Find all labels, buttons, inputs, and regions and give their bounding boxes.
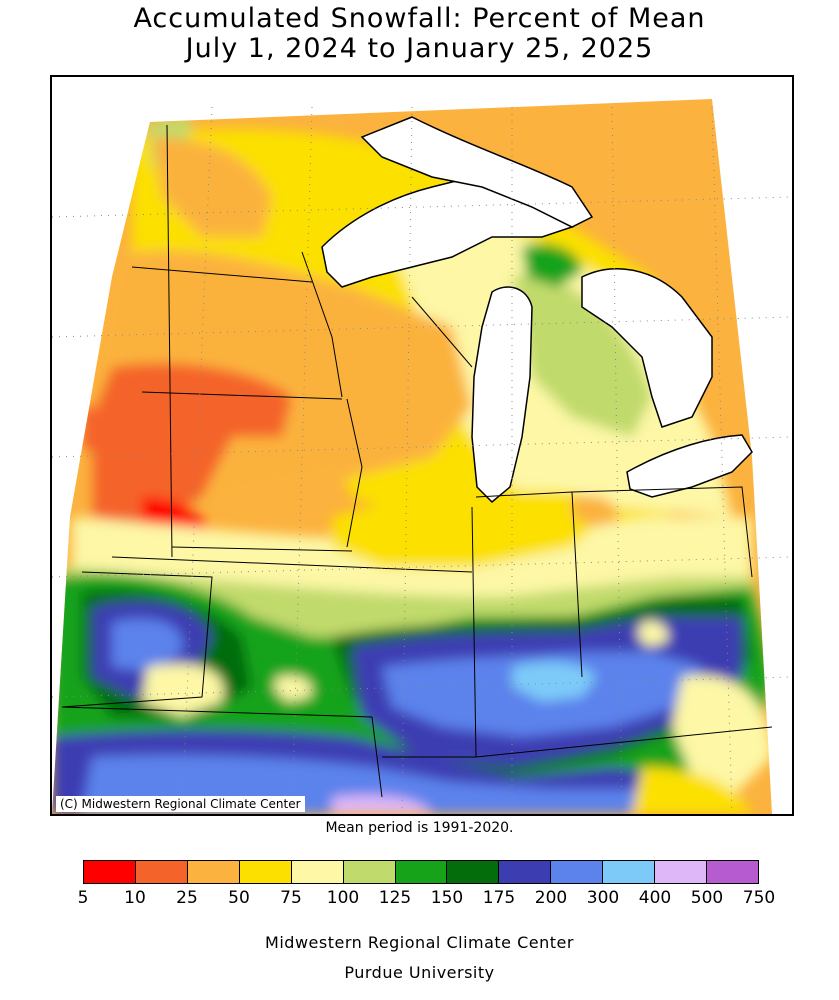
legend-break-label: 100 [326,888,360,908]
legend-break-label: 5 [77,888,89,908]
legend-break-label: 400 [638,888,672,908]
legend-swatch [655,861,708,883]
legend-swatch [551,861,604,883]
footer-university: Purdue University [344,963,495,982]
legend-swatch [499,861,552,883]
snowfall-map-graphic [52,99,792,814]
legend-break-label: 150 [430,888,464,908]
lake-superior [321,176,574,288]
legend-break-label: 750 [742,888,776,908]
footer-organization: Midwestern Regional Climate Center [265,933,574,952]
lake-erie [626,434,753,498]
legend-break-label: 300 [586,888,620,908]
graticule [52,106,792,814]
legend-swatch [135,861,188,883]
legend-break-label: 500 [690,888,724,908]
legend-break-label: 75 [280,888,302,908]
state-borders [61,124,773,798]
precip-shading [52,99,772,814]
map-title: Accumulated Snowfall: Percent of Mean [133,3,706,34]
legend-color-bar [83,860,759,884]
great-lakes [321,116,753,504]
legend-break-label: 125 [378,888,412,908]
legend-labels: 5 10 25 50 75 100 125 150 175 200 300 400 500 750 [78,888,776,910]
legend-break-label: 25 [176,888,198,908]
canada-land [360,116,594,228]
map-date-range: July 1, 2024 to January 25, 2025 [185,33,654,64]
legend-swatch [84,861,136,883]
copyright-label: (C) Midwestern Regional Climate Center [56,796,305,812]
legend-swatch [603,861,656,883]
legend-swatch [395,861,448,883]
legend-swatch [447,861,500,883]
legend-break-label: 200 [534,888,568,908]
legend-swatch [707,861,758,883]
legend-swatch [187,861,240,883]
lake-huron [581,268,713,428]
snowfall-map: (C) Midwestern Regional Climate Center [50,75,794,816]
legend-swatch [239,861,292,883]
legend-break-label: 175 [482,888,516,908]
legend-break-label: 10 [124,888,146,908]
legend-break-label: 50 [228,888,250,908]
legend-swatch [291,861,344,883]
mean-period-note: Mean period is 1991-2020. [325,820,514,836]
legend-swatch [343,861,396,883]
